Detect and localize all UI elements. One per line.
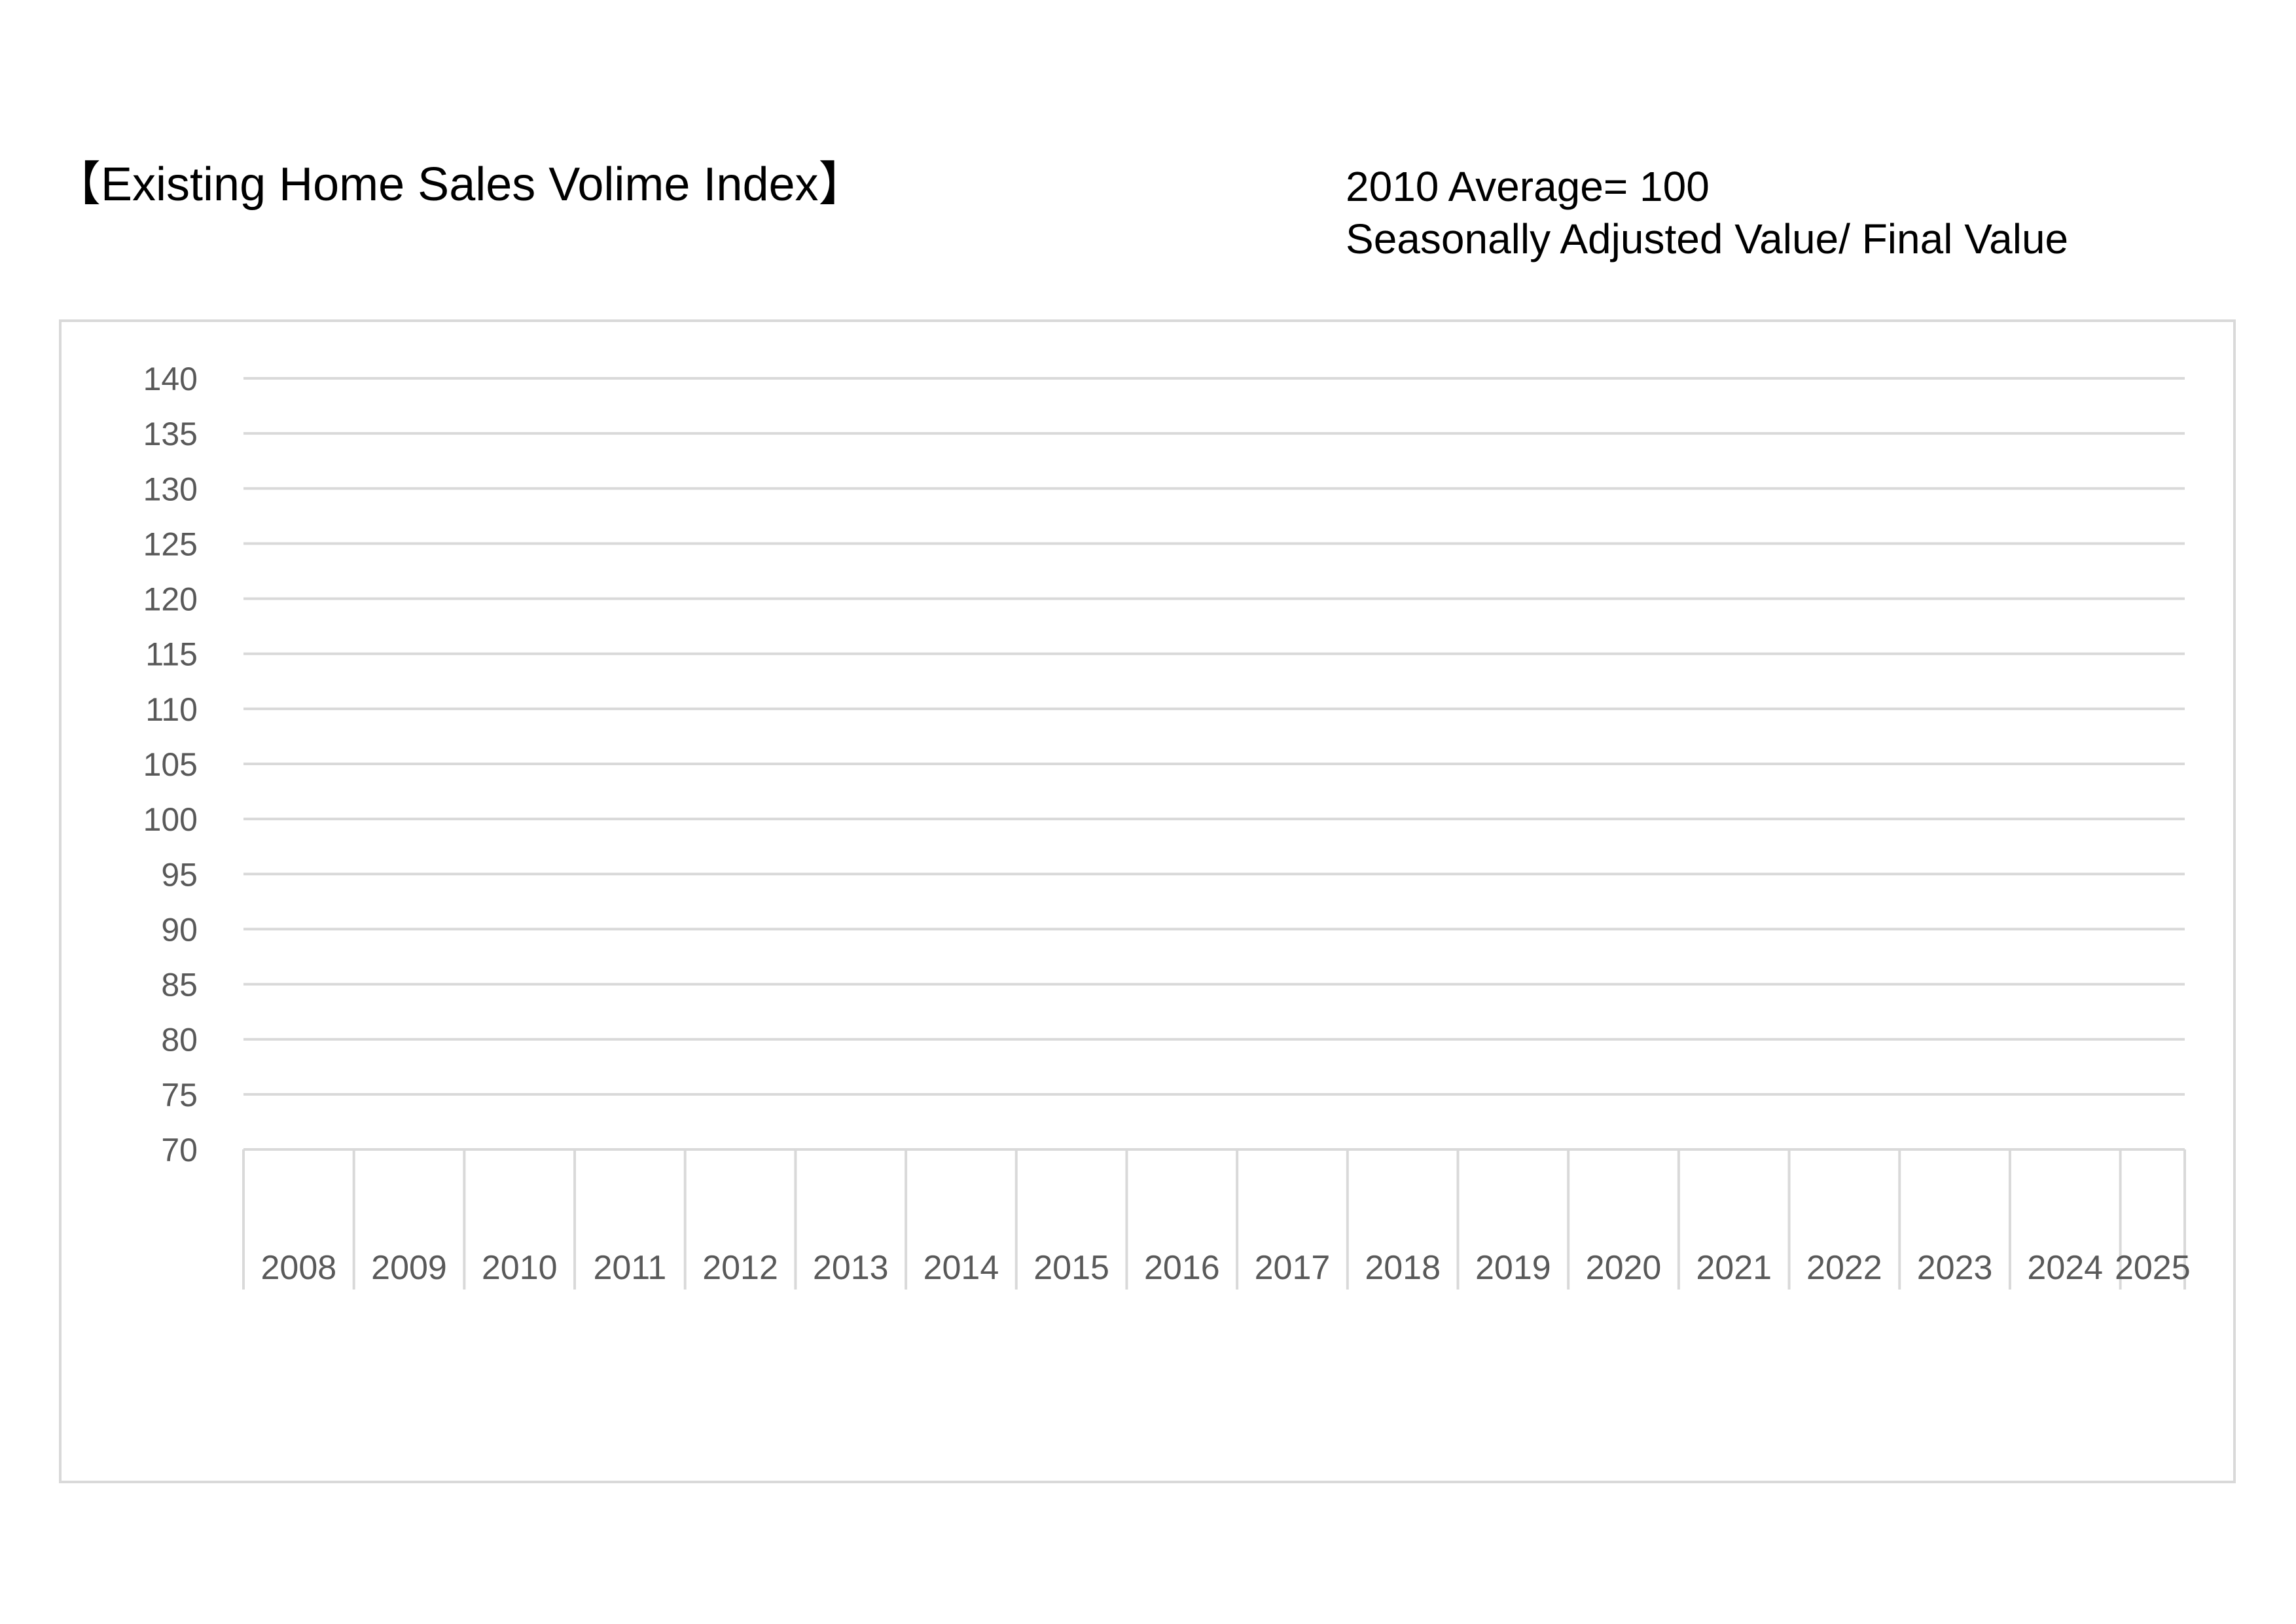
year-label: 2024 <box>2027 1249 2103 1287</box>
year-label: 2023 <box>1917 1249 1993 1287</box>
y-tick-label: 100 <box>143 801 198 838</box>
y-tick-label: 95 <box>161 856 198 893</box>
page-title: 【Existing Home Sales Volime Index】 <box>54 158 866 211</box>
year-label: 2013 <box>813 1249 889 1287</box>
year-label: 2011 <box>593 1249 666 1287</box>
y-tick-label: 85 <box>161 967 198 1003</box>
y-tick-label: 120 <box>143 581 198 618</box>
base-note: 2010 Average= 100 <box>1346 163 1710 210</box>
y-tick-label: 70 <box>161 1132 198 1168</box>
y-tick-label: 90 <box>161 911 198 948</box>
year-label: 2022 <box>1806 1249 1882 1287</box>
grid-lines <box>243 377 2185 1151</box>
year-label: 2020 <box>1586 1249 1662 1287</box>
year-label: 2021 <box>1696 1249 1772 1287</box>
year-label: 2014 <box>924 1249 999 1287</box>
year-label: 2017 <box>1255 1249 1331 1287</box>
y-axis-ticks: 70 75 80 85 90 95 100 105 110 115 120 125 130 135 140 <box>143 361 198 1168</box>
x-axis: 2008 2009 2010 2011 2012 2013 2014 2015 2016 2017… <box>242 1149 2191 1290</box>
y-tick-label: 75 <box>161 1077 198 1113</box>
year-label: 2025 <box>2115 1249 2191 1287</box>
y-tick-label: 135 <box>143 416 198 452</box>
y-tick-label: 130 <box>143 471 198 507</box>
y-tick-label: 80 <box>161 1022 198 1058</box>
y-tick-label: 115 <box>145 636 198 673</box>
year-label: 2016 <box>1144 1249 1220 1287</box>
y-tick-label: 140 <box>143 361 198 397</box>
y-tick-label: 110 <box>145 691 198 728</box>
year-label: 2010 <box>482 1249 558 1287</box>
year-label: 2009 <box>371 1249 447 1287</box>
chart-frame <box>59 319 2236 1483</box>
year-label: 2018 <box>1365 1249 1441 1287</box>
year-label: 2012 <box>702 1249 778 1287</box>
year-label: 2019 <box>1475 1249 1551 1287</box>
year-label: 2008 <box>260 1249 336 1287</box>
y-tick-label: 105 <box>143 746 198 783</box>
y-tick-label: 125 <box>143 526 198 562</box>
year-label: 2015 <box>1033 1249 1109 1287</box>
value-type-note: Seasonally Adjusted Value/ Final Value <box>1346 215 2069 262</box>
